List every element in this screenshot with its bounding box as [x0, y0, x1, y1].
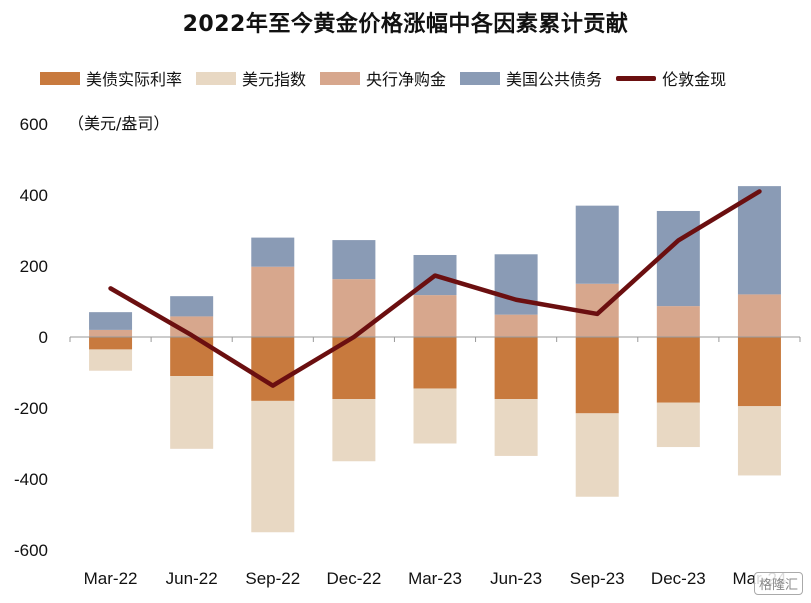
bar-segment	[170, 316, 214, 337]
legend-item-real-rate: 美债实际利率	[40, 66, 182, 90]
bar-segment	[575, 337, 619, 414]
x-tick-label: Jun-23	[490, 569, 542, 588]
bar-segment	[494, 254, 538, 315]
bar-segment	[332, 399, 376, 462]
legend-swatch	[320, 71, 361, 85]
x-tick-label: Jun-22	[166, 569, 218, 588]
y-tick-label: -600	[14, 541, 48, 560]
y-tick-label: 400	[20, 186, 48, 205]
bar-segment	[656, 306, 700, 337]
bar-segment	[575, 413, 619, 497]
bar-segment	[251, 337, 295, 401]
bar-segment	[413, 388, 457, 444]
bar-segment	[89, 337, 133, 350]
bar-segment	[89, 312, 133, 330]
legend-swatch-line	[616, 75, 657, 81]
legend-item-usd-index: 美元指数	[196, 66, 306, 90]
legend-label: 伦敦金现	[662, 70, 727, 89]
bar-segment	[251, 266, 295, 337]
bar-segment	[737, 406, 781, 476]
bar-segment	[656, 337, 700, 403]
bar-segment	[575, 283, 619, 337]
bar-segment	[413, 295, 457, 337]
bar-segment	[89, 329, 133, 337]
bar-segment	[575, 205, 619, 284]
series-line	[108, 189, 762, 388]
bar-segment	[737, 337, 781, 407]
bar-segment	[170, 376, 214, 449]
y-tick-label: 600	[20, 115, 48, 134]
bar-segment	[494, 337, 538, 400]
watermark: 格隆汇	[753, 572, 803, 595]
legend-item-public-debt: 美国公共债务	[460, 66, 602, 90]
y-tick-label: -200	[14, 399, 48, 418]
bar-segment	[737, 294, 781, 337]
bar-segment	[656, 210, 700, 307]
x-tick-label: Dec-22	[326, 569, 381, 588]
bar-segment	[332, 337, 376, 400]
legend-label: 美国公共债务	[506, 70, 603, 89]
bar-segment	[413, 254, 457, 296]
x-tick-label: Sep-23	[570, 569, 625, 588]
legend-swatch	[196, 71, 237, 85]
y-tick-label: 0	[39, 328, 48, 347]
legend-swatch	[460, 71, 501, 85]
bar-segment	[251, 237, 295, 267]
bar-segment	[413, 337, 457, 389]
y-unit-label: （美元/盎司）	[68, 114, 170, 133]
x-tick-label: Dec-23	[651, 569, 706, 588]
legend-item-central-bank: 央行净购金	[320, 66, 446, 90]
bar-segment	[656, 402, 700, 448]
legend-label: 美元指数	[242, 70, 307, 89]
legend-label: 央行净购金	[366, 70, 447, 89]
bar-segment	[170, 337, 214, 377]
bar-segment	[494, 399, 538, 456]
bar-segment	[332, 240, 376, 280]
x-tick-label: Sep-22	[245, 569, 300, 588]
legend-label: 美债实际利率	[86, 70, 183, 89]
legend-swatch	[40, 71, 80, 85]
bar-segment	[494, 314, 538, 337]
y-tick-label: 200	[20, 257, 48, 276]
bar-segment	[251, 400, 295, 533]
x-tick-label: Mar-23	[408, 569, 462, 588]
bar-segment	[332, 279, 376, 337]
bar-segment	[170, 296, 214, 317]
x-tick-label: Mar-22	[84, 569, 138, 588]
y-tick-label: -400	[14, 470, 48, 489]
bar-segment	[89, 349, 133, 371]
legend: 美债实际利率 美元指数 央行净购金 美国公共债务 伦敦金现	[40, 66, 726, 90]
legend-item-london-gold: 伦敦金现	[616, 66, 726, 90]
chart-title: 2022年至今黄金价格涨幅中各因素累计贡献	[182, 12, 629, 37]
bar-segment	[737, 186, 781, 295]
